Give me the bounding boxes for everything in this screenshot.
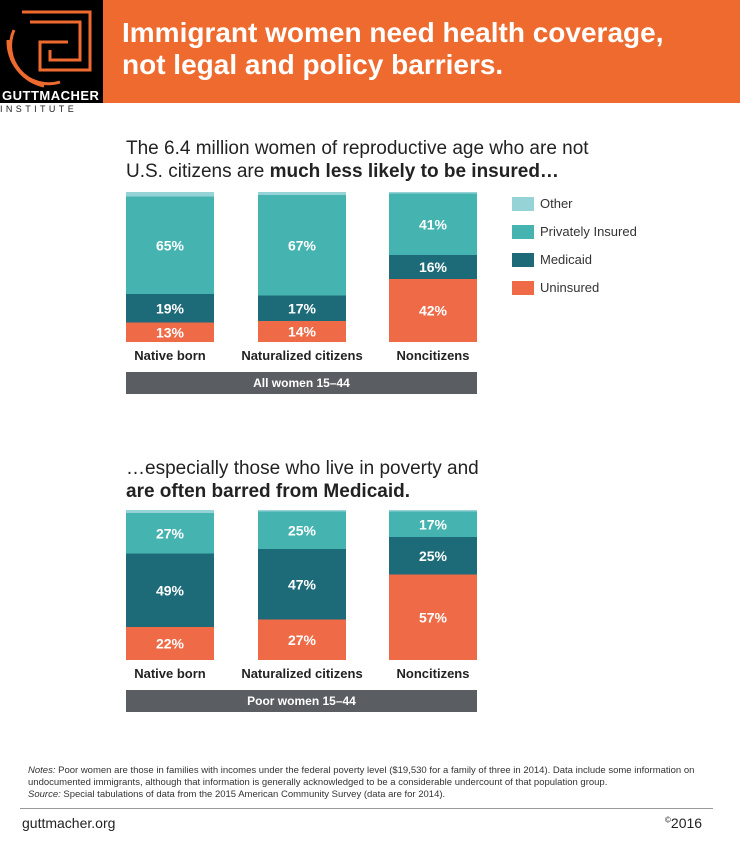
source-paragraph: Source: Special tabulations of data from… bbox=[28, 789, 718, 801]
chart-all-women: 13% 19% 65% Native born 14% 17% 67% Naturalized… bbox=[126, 192, 477, 394]
data-label: 19% bbox=[156, 300, 185, 316]
bar-segment bbox=[126, 196, 214, 294]
bar-segment bbox=[258, 510, 346, 512]
data-label: 17% bbox=[288, 300, 317, 316]
bar-segment bbox=[126, 513, 214, 554]
data-label: 25% bbox=[419, 548, 448, 564]
data-label: 42% bbox=[419, 303, 448, 319]
group-label-bar bbox=[126, 372, 477, 394]
bar-segment bbox=[389, 511, 477, 537]
bar-segment bbox=[258, 192, 346, 195]
notes: Notes: Poor women are those in families … bbox=[28, 765, 718, 801]
legend-label: Other bbox=[540, 196, 573, 211]
section-1-line-1: The 6.4 million women of reproductive ag… bbox=[126, 138, 589, 159]
data-label: 57% bbox=[419, 609, 448, 625]
copyright-year: 2016 bbox=[670, 815, 703, 831]
headline-line-1: Immigrant women need health coverage, bbox=[122, 17, 664, 48]
notes-text: Poor women are those in families with in… bbox=[28, 765, 695, 788]
data-label: 27% bbox=[288, 632, 317, 648]
data-label: 16% bbox=[419, 259, 448, 275]
category-label: Naturalized citizens bbox=[241, 348, 362, 363]
bar-segment bbox=[389, 193, 477, 255]
legend-label: Uninsured bbox=[540, 280, 600, 295]
copyright-symbol: © bbox=[665, 815, 671, 825]
data-label: 22% bbox=[156, 636, 185, 652]
legend-swatch bbox=[512, 225, 534, 239]
bar-segment bbox=[389, 279, 477, 342]
data-label: 49% bbox=[156, 582, 185, 598]
group-label: All women 15–44 bbox=[253, 376, 350, 390]
bar-segment bbox=[126, 322, 214, 342]
data-label: 27% bbox=[156, 525, 185, 541]
section-2-line-2-bold: are often barred from Medicaid. bbox=[126, 481, 411, 502]
bar-segment bbox=[389, 574, 477, 660]
category-label: Native born bbox=[134, 348, 206, 363]
legend-label: Privately Insured bbox=[540, 224, 637, 239]
data-label: 47% bbox=[288, 576, 317, 592]
chart-poor-women: 22% 49% 27% Native born 27% 47% 25% Naturalized… bbox=[126, 510, 477, 712]
notes-label: Notes: bbox=[28, 765, 56, 776]
category-label: Native born bbox=[134, 666, 206, 681]
group-label: Poor women 15–44 bbox=[247, 694, 356, 708]
copyright: ©2016 bbox=[665, 815, 702, 831]
bar-segment bbox=[126, 627, 214, 660]
source-label: Source: bbox=[28, 789, 61, 800]
category-label: Naturalized citizens bbox=[241, 666, 362, 681]
section-2-line-2: are often barred from Medicaid. bbox=[126, 480, 479, 503]
section-2-line-1: …especially those who live in poverty an… bbox=[126, 458, 479, 479]
data-label: 67% bbox=[288, 237, 317, 253]
header-banner: Immigrant women need health coverage, no… bbox=[103, 0, 740, 103]
logo-mark-icon bbox=[6, 10, 92, 88]
data-label: 14% bbox=[288, 324, 317, 340]
page-title: Immigrant women need health coverage, no… bbox=[122, 17, 663, 81]
category-label: Noncitizens bbox=[397, 666, 470, 681]
bar-segment bbox=[258, 321, 346, 342]
bar-segment bbox=[126, 294, 214, 323]
bar-segment bbox=[126, 192, 214, 197]
legend-swatch bbox=[512, 253, 534, 267]
bar-segment bbox=[389, 537, 477, 575]
bar-segment bbox=[258, 619, 346, 660]
bar-segment bbox=[389, 255, 477, 279]
section-1-line-2-plain: U.S. citizens are bbox=[126, 161, 270, 182]
logo-wordmark: GUTTMACHER bbox=[2, 88, 100, 103]
section-2-heading: …especially those who live in poverty an… bbox=[126, 457, 479, 503]
bar-segment bbox=[258, 549, 346, 620]
bar-segment bbox=[258, 295, 346, 321]
data-label: 65% bbox=[156, 237, 185, 253]
section-1-line-2: U.S. citizens are much less likely to be… bbox=[126, 160, 589, 183]
bar-segment bbox=[389, 510, 477, 512]
data-label: 13% bbox=[156, 324, 185, 340]
category-label: Noncitizens bbox=[397, 348, 470, 363]
notes-paragraph: Notes: Poor women are those in families … bbox=[28, 765, 718, 789]
footer-link[interactable]: guttmacher.org bbox=[22, 815, 116, 831]
legend-swatch bbox=[512, 281, 534, 295]
logo-subtitle: INSTITUTE bbox=[0, 104, 78, 114]
source-text: Special tabulations of data from the 201… bbox=[60, 789, 446, 800]
footer-divider bbox=[20, 808, 713, 809]
data-label: 17% bbox=[419, 516, 448, 532]
group-label-bar bbox=[126, 690, 477, 712]
legend-swatch bbox=[512, 197, 534, 211]
bar-segment bbox=[389, 192, 477, 194]
bar-segment bbox=[126, 510, 214, 513]
data-label: 25% bbox=[288, 522, 317, 538]
legend-label: Medicaid bbox=[540, 252, 593, 267]
section-1-heading: The 6.4 million women of reproductive ag… bbox=[126, 137, 589, 183]
logo: GUTTMACHER bbox=[0, 0, 103, 103]
data-label: 41% bbox=[419, 216, 448, 232]
bar-segment bbox=[258, 511, 346, 549]
headline-line-2: not legal and policy barriers. bbox=[122, 49, 504, 80]
section-1-line-2-bold: much less likely to be insured… bbox=[269, 161, 559, 182]
bar-segment bbox=[258, 195, 346, 296]
bar-segment bbox=[126, 553, 214, 627]
